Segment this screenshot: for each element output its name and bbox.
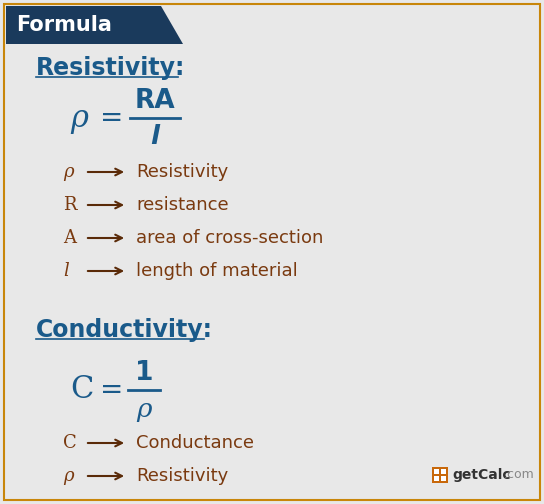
Text: RA: RA [135, 88, 175, 114]
Text: resistance: resistance [136, 196, 228, 214]
Polygon shape [6, 6, 183, 44]
Text: Resistivity: Resistivity [136, 163, 228, 181]
FancyBboxPatch shape [434, 476, 439, 481]
Text: A: A [63, 229, 76, 247]
Text: l: l [63, 262, 69, 280]
Text: 1: 1 [135, 360, 153, 386]
Text: l: l [151, 124, 159, 150]
FancyBboxPatch shape [432, 467, 448, 483]
Text: Conductance: Conductance [136, 434, 254, 452]
FancyBboxPatch shape [4, 4, 540, 500]
FancyBboxPatch shape [441, 476, 446, 481]
Text: R: R [63, 196, 77, 214]
Text: ρ: ρ [70, 102, 88, 134]
Text: Resistivity:: Resistivity: [36, 56, 186, 80]
FancyBboxPatch shape [434, 469, 439, 474]
Text: C: C [70, 374, 94, 406]
FancyBboxPatch shape [441, 469, 446, 474]
Text: length of material: length of material [136, 262, 298, 280]
Text: ρ: ρ [63, 163, 73, 181]
Text: getCalc: getCalc [452, 468, 511, 482]
Text: =: = [100, 104, 123, 132]
Text: Resistivity: Resistivity [136, 467, 228, 485]
Text: =: = [100, 376, 123, 404]
Text: area of cross-section: area of cross-section [136, 229, 323, 247]
Text: ρ: ρ [136, 398, 152, 422]
Text: C: C [63, 434, 77, 452]
Text: Formula: Formula [16, 15, 112, 35]
Text: Conductivity:: Conductivity: [36, 318, 213, 342]
Text: ρ: ρ [63, 467, 73, 485]
Text: .com: .com [504, 469, 535, 481]
